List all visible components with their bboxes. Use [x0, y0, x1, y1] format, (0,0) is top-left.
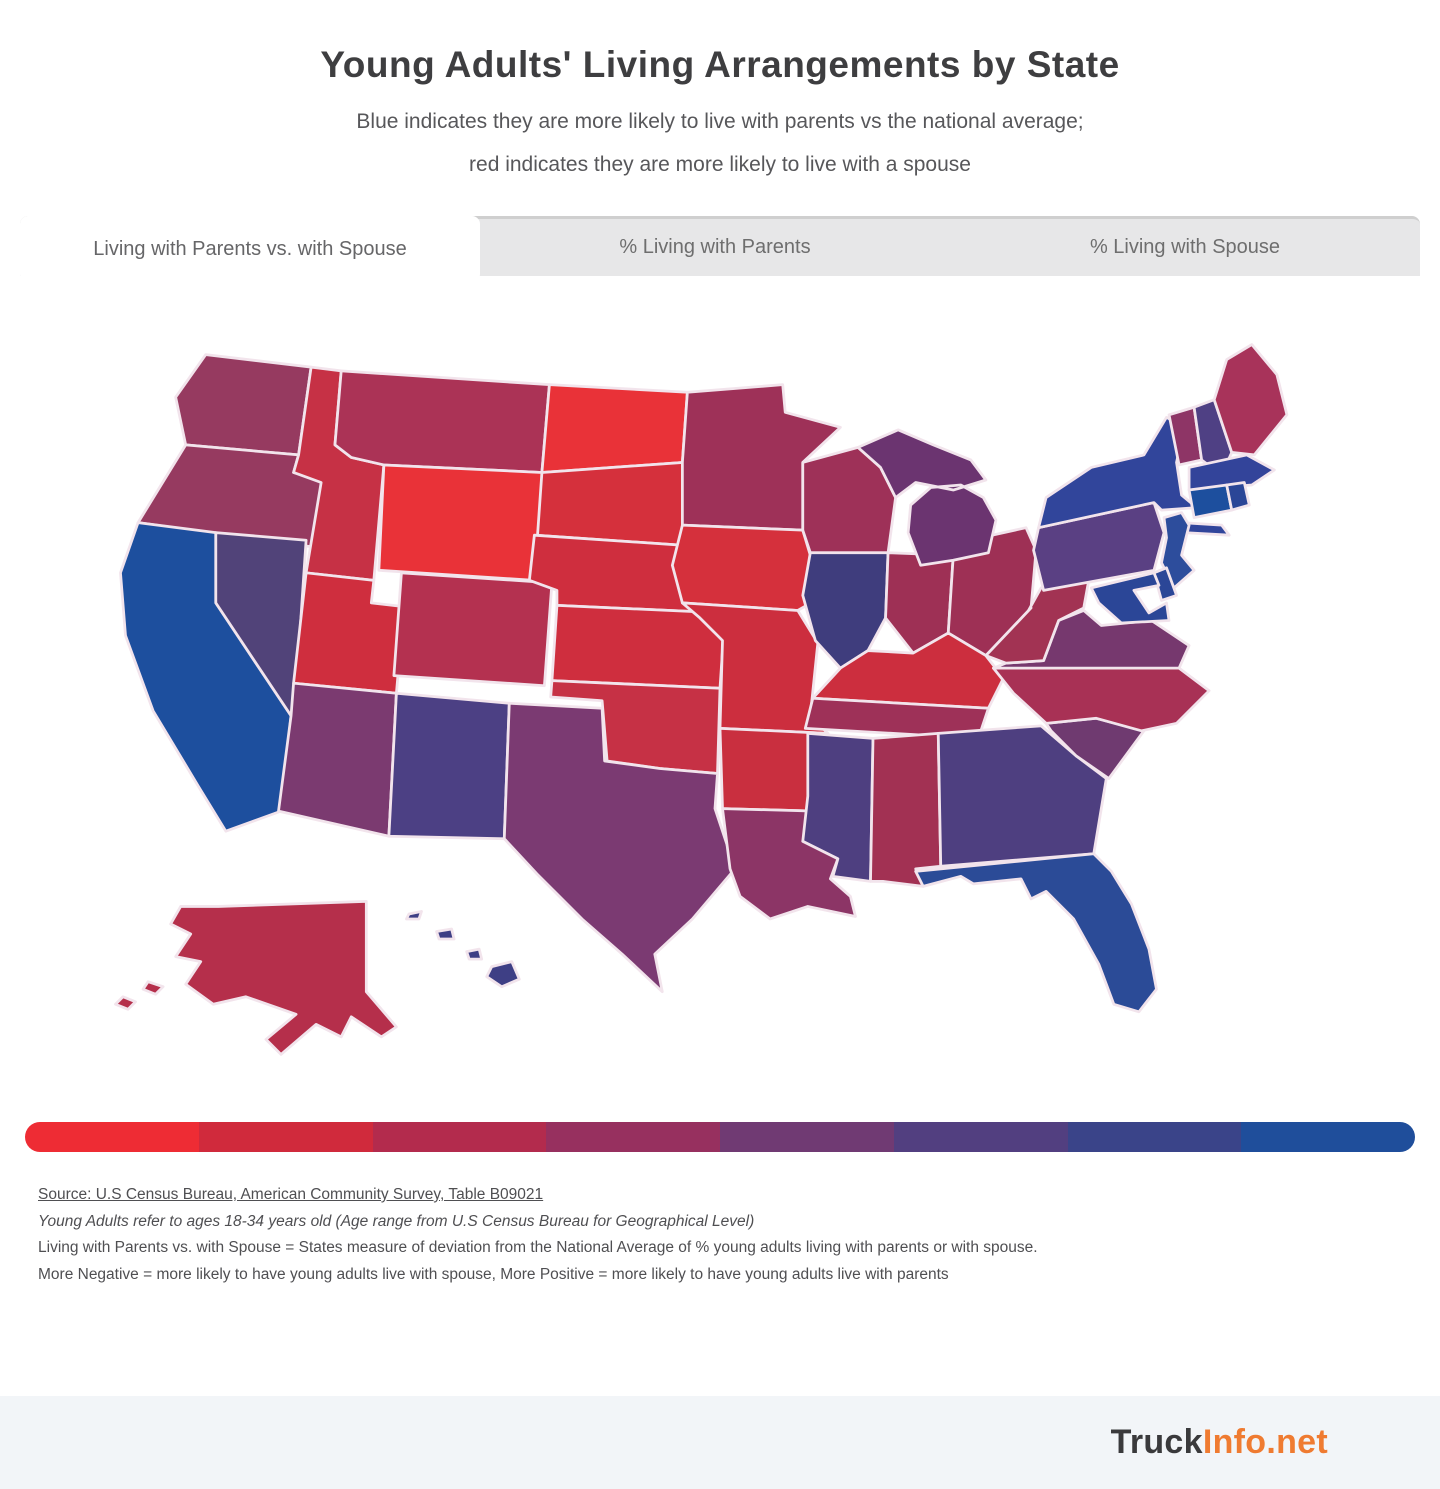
- state-fl[interactable]: [914, 852, 1158, 1014]
- state-nm[interactable]: [387, 691, 511, 841]
- state-ak[interactable]: [114, 900, 398, 1056]
- state-ga[interactable]: [936, 724, 1108, 868]
- state-co[interactable]: [392, 571, 554, 688]
- polarity-definition-note: More Negative = more likely to have youn…: [38, 1265, 949, 1283]
- legend-segment: [1067, 1122, 1242, 1152]
- state-ia[interactable]: [670, 523, 817, 612]
- legend-segment: [1241, 1122, 1415, 1152]
- legend-segment: [893, 1122, 1068, 1152]
- legend-segment: [720, 1122, 894, 1152]
- legend-segment: [198, 1122, 373, 1152]
- tab-percent-living-with-parents[interactable]: % Living with Parents: [619, 236, 811, 258]
- brand-primary-text: Truck: [1110, 1423, 1203, 1461]
- state-sd[interactable]: [532, 461, 689, 547]
- state-ut[interactable]: [292, 571, 406, 695]
- state-nc[interactable]: [992, 666, 1211, 733]
- state-az[interactable]: [277, 681, 398, 838]
- state-ky[interactable]: [811, 631, 1005, 710]
- subtitle-line-2: red indicates they are more likely to li…: [469, 153, 971, 176]
- legend-segment: [546, 1122, 720, 1152]
- state-hi[interactable]: [405, 910, 521, 989]
- footer-band: TruckInfo.net: [0, 1396, 1440, 1489]
- legend-segment: [372, 1122, 547, 1152]
- state-wa[interactable]: [174, 353, 313, 457]
- us-choropleth-map: [90, 332, 1350, 1072]
- subtitle-line-1: Blue indicates they are more likely to l…: [356, 110, 1084, 133]
- state-ct[interactable]: [1187, 483, 1234, 520]
- measure-definition-note: Living with Parents vs. with Spouse = St…: [38, 1239, 1038, 1256]
- state-de[interactable]: [1152, 566, 1178, 602]
- state-ri[interactable]: [1225, 481, 1251, 512]
- tab-parents-vs-spouse[interactable]: Living with Parents vs. with Spouse: [20, 216, 480, 282]
- state-tx[interactable]: [502, 701, 737, 994]
- source-note[interactable]: Source: U.S Census Bureau, American Comm…: [38, 1186, 544, 1203]
- chart-subtitle: Blue indicates they are more likely to l…: [0, 100, 1440, 186]
- page-title: Young Adults' Living Arrangements by Sta…: [320, 44, 1120, 85]
- state-md[interactable]: [1089, 571, 1171, 625]
- truckinfo-logo[interactable]: TruckInfo.net: [1111, 1423, 1328, 1462]
- state-nd[interactable]: [540, 383, 689, 474]
- state-me[interactable]: [1212, 343, 1289, 457]
- footnotes: Source: U.S Census Bureau, American Comm…: [38, 1182, 1440, 1288]
- state-wy[interactable]: [377, 463, 544, 582]
- legend-gradient: [25, 1122, 1415, 1152]
- legend-segment: [25, 1122, 199, 1152]
- state-nj[interactable]: [1160, 511, 1196, 590]
- state-mt[interactable]: [333, 369, 551, 474]
- tab-bar: Living with Parents vs. with Spouse % Li…: [20, 216, 1420, 282]
- state-ma[interactable]: [1187, 453, 1276, 492]
- tab-percent-living-with-spouse[interactable]: % Living with Spouse: [1089, 236, 1281, 258]
- age-definition-note: Young Adults refer to ages 18-34 years o…: [38, 1212, 755, 1230]
- state-mi[interactable]: [856, 428, 998, 567]
- state-al[interactable]: [869, 731, 943, 888]
- brand-accent-text: Info.net: [1202, 1423, 1328, 1461]
- state-ny[interactable]: [1037, 415, 1198, 530]
